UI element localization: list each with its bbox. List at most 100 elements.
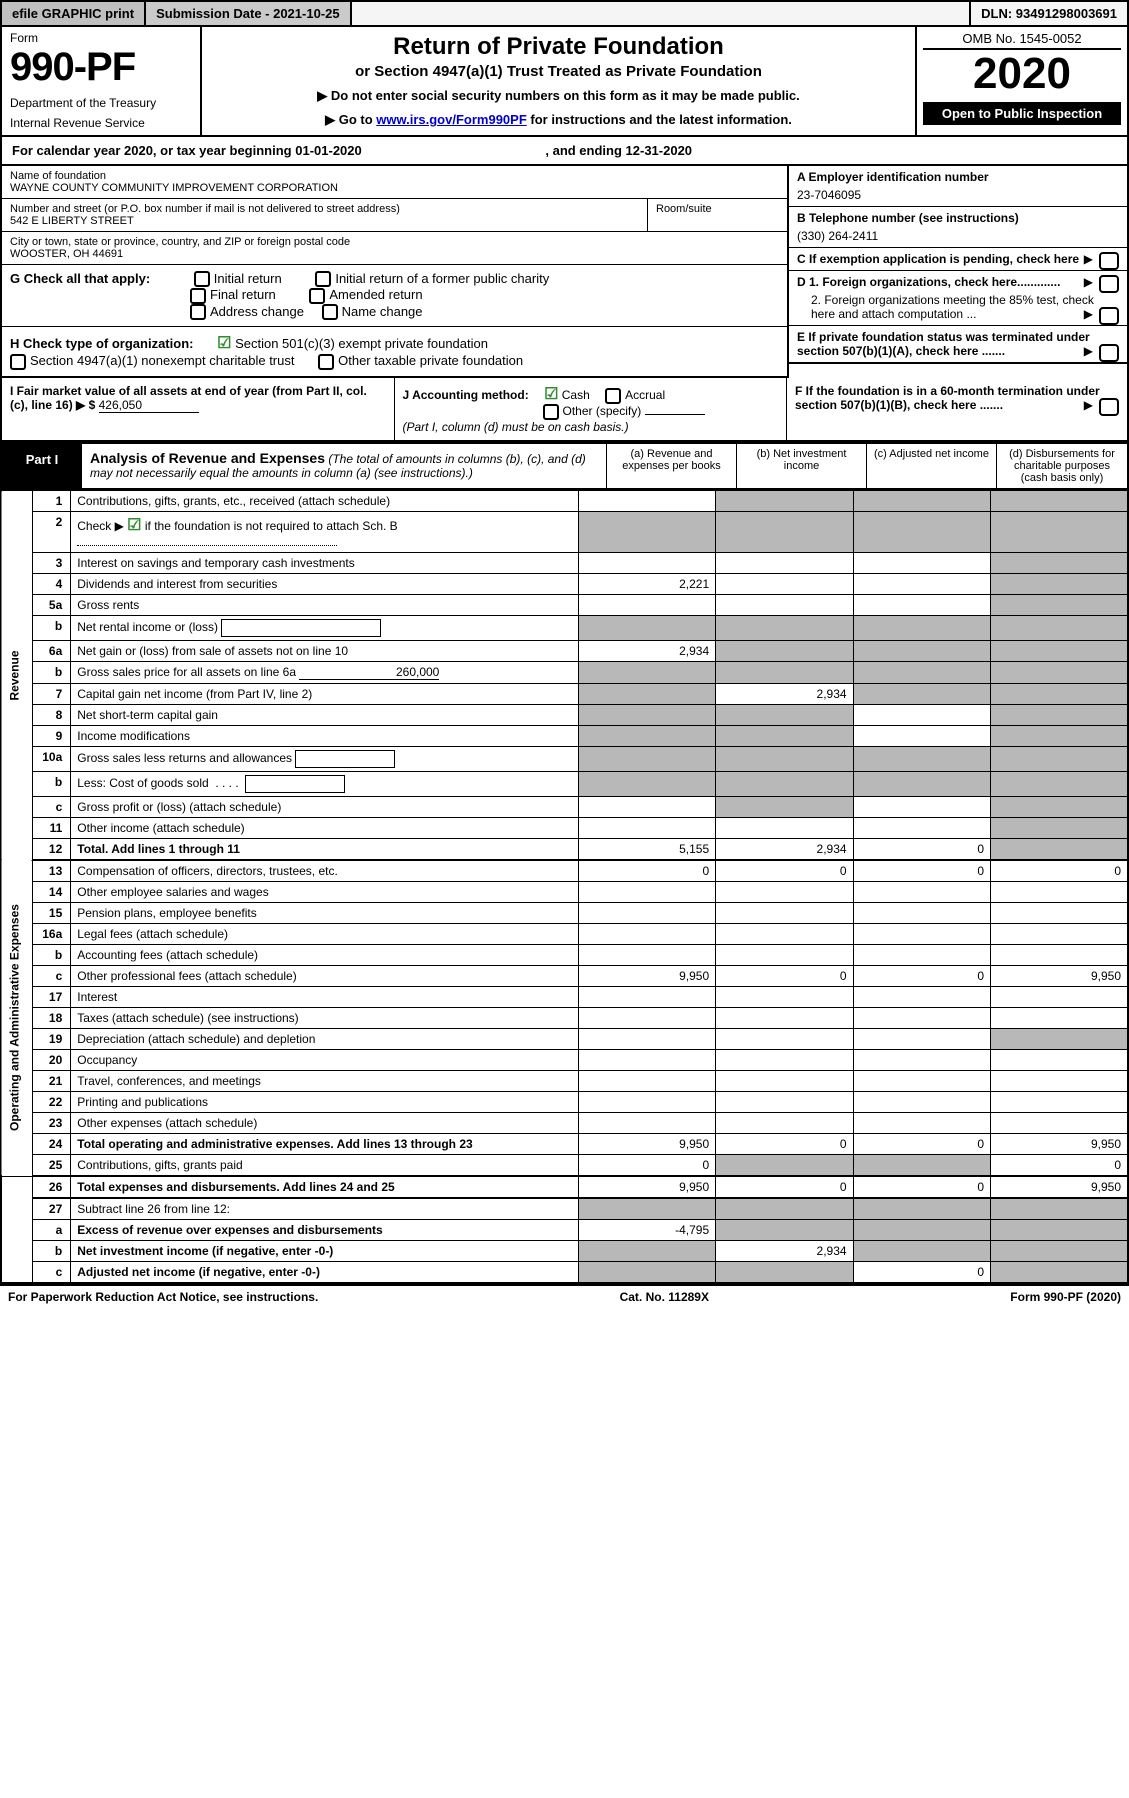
r26-c: 0 xyxy=(853,1176,990,1198)
r12-desc: Total. Add lines 1 through 11 xyxy=(71,839,578,861)
form-note-1: ▶ Do not enter social security numbers o… xyxy=(214,88,903,104)
r27c-c: 0 xyxy=(853,1262,990,1284)
form-title: Return of Private Foundation xyxy=(214,33,903,61)
part1-table: Revenue 1Contributions, gifts, grants, e… xyxy=(0,490,1129,1284)
cal-mid: , and ending xyxy=(545,143,625,158)
g-opt-4: Address change xyxy=(210,304,304,319)
r4-desc: Dividends and interest from securities xyxy=(71,574,578,595)
r26-desc: Total expenses and disbursements. Add li… xyxy=(71,1176,578,1198)
row-18: 18Taxes (attach schedule) (see instructi… xyxy=(1,1008,1128,1029)
row-8: 8Net short-term capital gain xyxy=(1,705,1128,726)
city-label: City or town, state or province, country… xyxy=(10,236,779,248)
r26-d: 9,950 xyxy=(991,1176,1128,1198)
h-opt-2: Section 4947(a)(1) nonexempt charitable … xyxy=(30,353,294,368)
chk-f[interactable] xyxy=(1099,398,1119,416)
cal-pre: For calendar year 2020, or tax year begi… xyxy=(12,143,295,158)
r16c-d: 9,950 xyxy=(991,966,1128,987)
c-label: C If exemption application is pending, c… xyxy=(797,252,1079,266)
irs-link[interactable]: www.irs.gov/Form990PF xyxy=(376,112,527,127)
row-20: 20Occupancy xyxy=(1,1050,1128,1071)
chk-other-taxable[interactable] xyxy=(318,354,334,370)
r6a-a: 2,934 xyxy=(578,641,715,662)
r14-desc: Other employee salaries and wages xyxy=(71,882,578,903)
chk-cash-icon: ☑ xyxy=(544,386,558,403)
row-10c: cGross profit or (loss) (attach schedule… xyxy=(1,797,1128,818)
r12-b: 2,934 xyxy=(716,839,853,861)
r13-a: 0 xyxy=(578,860,715,882)
chk-initial-former[interactable] xyxy=(315,271,331,287)
footer-mid: Cat. No. 11289X xyxy=(620,1290,709,1304)
chk-name[interactable] xyxy=(322,304,338,320)
footer: For Paperwork Reduction Act Notice, see … xyxy=(0,1284,1129,1308)
r25-d: 0 xyxy=(991,1155,1128,1177)
r25-a: 0 xyxy=(578,1155,715,1177)
row-10a: 10aGross sales less returns and allowanc… xyxy=(1,747,1128,772)
form-header-center: Return of Private Foundation or Section … xyxy=(202,27,917,135)
chk-c[interactable] xyxy=(1099,252,1119,270)
chk-accrual[interactable] xyxy=(605,388,621,404)
r23-desc: Other expenses (attach schedule) xyxy=(71,1113,578,1134)
dept-treasury: Department of the Treasury xyxy=(10,96,192,110)
r5b-desc: Net rental income or (loss) xyxy=(71,616,578,641)
chk-d2[interactable] xyxy=(1099,307,1119,325)
part1-header: Part I Analysis of Revenue and Expenses … xyxy=(0,442,1129,490)
chk-final[interactable] xyxy=(190,288,206,304)
tax-year: 2020 xyxy=(923,50,1121,98)
r9-desc: Income modifications xyxy=(71,726,578,747)
form-subtitle: or Section 4947(a)(1) Trust Treated as P… xyxy=(214,63,903,80)
r27b-b: 2,934 xyxy=(716,1241,853,1262)
chk-other-method[interactable] xyxy=(543,404,559,420)
ein: 23-7046095 xyxy=(797,188,1119,202)
chk-e[interactable] xyxy=(1099,344,1119,362)
r5a-desc: Gross rents xyxy=(71,595,578,616)
r24-desc: Total operating and administrative expen… xyxy=(71,1134,578,1155)
row-27b: bNet investment income (if negative, ent… xyxy=(1,1241,1128,1262)
row-1: Revenue 1Contributions, gifts, grants, e… xyxy=(1,491,1128,512)
g-opt-0: Initial return xyxy=(214,271,282,286)
g-row: G Check all that apply: Initial return I… xyxy=(2,265,787,328)
chk-d1[interactable] xyxy=(1099,275,1119,293)
col-a-head: (a) Revenue and expenses per books xyxy=(607,444,737,488)
h-opt-3: Other taxable private foundation xyxy=(338,353,523,368)
col-d-head: (d) Disbursements for charitable purpose… xyxy=(997,444,1127,488)
entity-block: Name of foundation WAYNE COUNTY COMMUNIT… xyxy=(0,166,1129,378)
a-cell: A Employer identification number 23-7046… xyxy=(789,166,1127,207)
i-value: 426,050 xyxy=(99,398,199,413)
r26-b: 0 xyxy=(716,1176,853,1198)
r25-desc: Contributions, gifts, grants paid xyxy=(71,1155,578,1177)
j-cash: Cash xyxy=(562,388,590,402)
chk-amended[interactable] xyxy=(309,288,325,304)
r8-desc: Net short-term capital gain xyxy=(71,705,578,726)
row-13: Operating and Administrative Expenses 13… xyxy=(1,860,1128,882)
r17-desc: Interest xyxy=(71,987,578,1008)
name-cell: Name of foundation WAYNE COUNTY COMMUNIT… xyxy=(2,166,787,199)
chk-address[interactable] xyxy=(190,304,206,320)
room-cell: Room/suite xyxy=(647,199,787,232)
row-21: 21Travel, conferences, and meetings xyxy=(1,1071,1128,1092)
r6a-desc: Net gain or (loss) from sale of assets n… xyxy=(71,641,578,662)
r3-desc: Interest on savings and temporary cash i… xyxy=(71,553,578,574)
cal-end: 12-31-2020 xyxy=(626,143,693,158)
row-25: 25Contributions, gifts, grants paid00 xyxy=(1,1155,1128,1177)
row-24: 24Total operating and administrative exp… xyxy=(1,1134,1128,1155)
name-label: Name of foundation xyxy=(10,170,779,182)
e-cell: E If private foundation status was termi… xyxy=(789,326,1127,364)
j-accrual: Accrual xyxy=(625,388,665,402)
chk-4947[interactable] xyxy=(10,354,26,370)
city-cell: City or town, state or province, country… xyxy=(2,232,787,265)
f-block: F If the foundation is in a 60-month ter… xyxy=(787,378,1127,440)
row-22: 22Printing and publications xyxy=(1,1092,1128,1113)
r16c-desc: Other professional fees (attach schedule… xyxy=(71,966,578,987)
g-opt-1: Initial return of a former public charit… xyxy=(335,271,549,286)
r7-b: 2,934 xyxy=(716,684,853,705)
r10b-desc: Less: Cost of goods sold . . . . xyxy=(71,772,578,797)
chk-initial[interactable] xyxy=(194,271,210,287)
efile-label: efile GRAPHIC print xyxy=(2,2,146,25)
r7-desc: Capital gain net income (from Part IV, l… xyxy=(71,684,578,705)
r27b-desc: Net investment income (if negative, ente… xyxy=(71,1241,578,1262)
h-row: H Check type of organization: ☑ Section … xyxy=(2,327,787,378)
form-header: Form 990-PF Department of the Treasury I… xyxy=(0,27,1129,137)
d2-label: 2. Foreign organizations meeting the 85%… xyxy=(811,293,1094,321)
revenue-label: Revenue xyxy=(1,491,33,861)
j-other: Other (specify) xyxy=(563,404,642,418)
